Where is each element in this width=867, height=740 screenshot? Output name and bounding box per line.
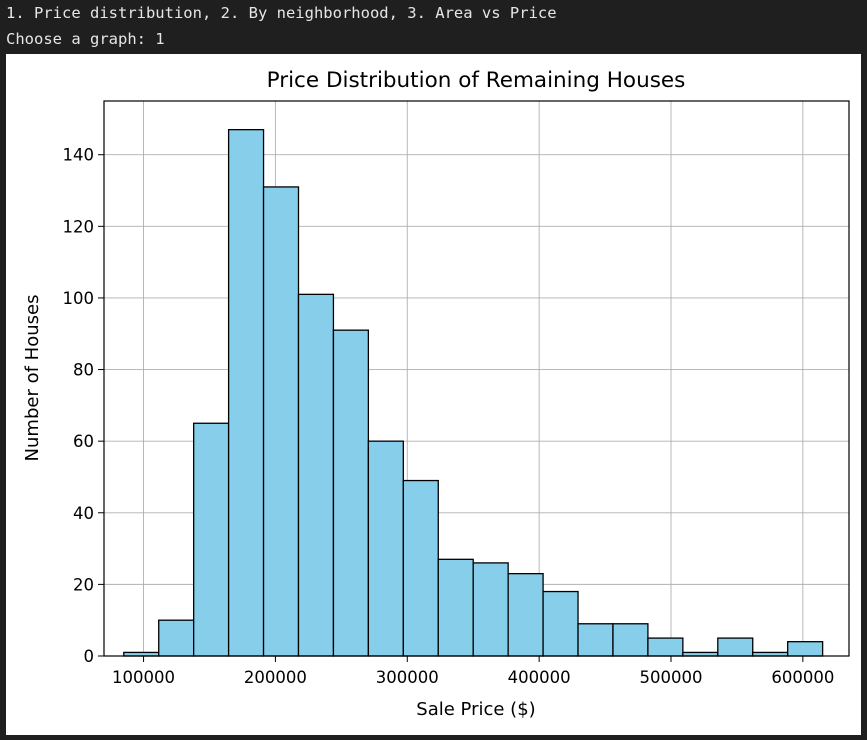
y-tick-label-5: 100 bbox=[63, 289, 95, 308]
histogram-bar-1 bbox=[158, 619, 195, 657]
y-tick-label-6: 120 bbox=[63, 217, 95, 236]
y-tick-label-3: 60 bbox=[73, 432, 94, 451]
console-output: 1. Price distribution, 2. By neighborhoo… bbox=[0, 0, 867, 54]
histogram-bar-12 bbox=[542, 590, 579, 657]
histogram-bar-8 bbox=[402, 479, 439, 657]
x-tick-label-2: 300000 bbox=[376, 668, 439, 687]
figure-canvas: Price Distribution of Remaining Houses 1… bbox=[6, 54, 861, 735]
y-tick-label-7: 140 bbox=[63, 146, 95, 165]
histogram-bar-9 bbox=[437, 558, 474, 657]
histogram-bar-15 bbox=[647, 637, 684, 657]
y-tick-label-1: 20 bbox=[73, 575, 94, 594]
y-axis-label: Number of Houses bbox=[22, 295, 43, 462]
histogram-bar-17 bbox=[717, 637, 754, 657]
y-tick-label-2: 40 bbox=[73, 504, 94, 523]
plot-frame bbox=[103, 100, 850, 657]
histogram-bar-14 bbox=[612, 623, 649, 657]
x-tick-label-1: 200000 bbox=[244, 668, 307, 687]
x-tick-label-5: 600000 bbox=[771, 668, 834, 687]
console-menu-line: 1. Price distribution, 2. By neighborhoo… bbox=[6, 4, 557, 22]
chart-title: Price Distribution of Remaining Houses bbox=[267, 68, 686, 93]
histogram-chart: Price Distribution of Remaining Houses 1… bbox=[22, 68, 850, 720]
histogram-bar-2 bbox=[193, 422, 230, 657]
x-tick-label-0: 100000 bbox=[112, 668, 175, 687]
histogram-bar-19 bbox=[787, 641, 824, 657]
histogram-bar-10 bbox=[472, 562, 509, 657]
histogram-bar-13 bbox=[577, 623, 614, 657]
histogram-bar-7 bbox=[367, 440, 404, 657]
y-tick-label-4: 80 bbox=[73, 361, 94, 380]
histogram-bar-4 bbox=[262, 186, 300, 657]
x-axis-label: Sale Price ($) bbox=[416, 699, 535, 720]
histogram-bar-11 bbox=[507, 572, 544, 657]
x-tick-label-4: 500000 bbox=[639, 668, 702, 687]
histogram-bar-5 bbox=[297, 293, 335, 657]
histogram-bar-6 bbox=[332, 329, 370, 657]
x-tick-label-3: 400000 bbox=[508, 668, 571, 687]
axis-ticks: 100000 200000 300000 400000 500000 600000 0 20 4… bbox=[63, 146, 835, 687]
y-tick-label-0: 0 bbox=[84, 647, 95, 666]
histogram-bars bbox=[123, 128, 824, 657]
console-prompt-line: Choose a graph: 1 bbox=[6, 30, 165, 48]
histogram-bar-3 bbox=[227, 128, 265, 657]
